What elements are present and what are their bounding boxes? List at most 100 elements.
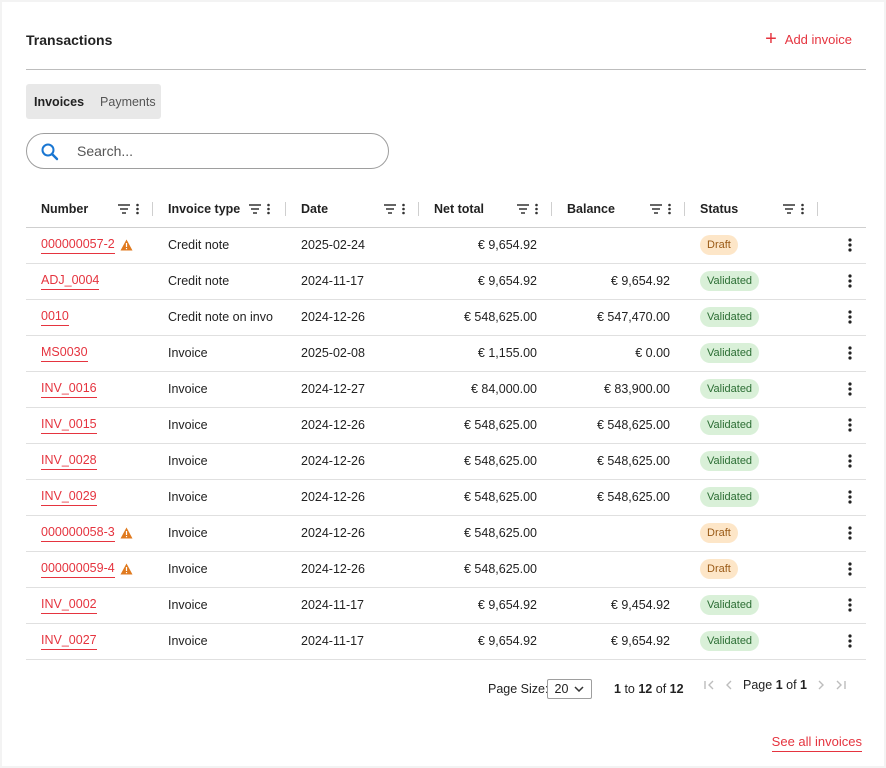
cell-net-total: € 548,625.00 [419,407,552,444]
col-header-date[interactable]: Date [286,191,419,228]
invoice-number-link[interactable]: INV_0028 [41,453,97,470]
search-input[interactable] [77,141,377,161]
cell-actions [818,551,866,588]
row-menu-icon[interactable] [847,418,852,432]
cell-net-total: € 9,654.92 [419,227,552,264]
tab-payments[interactable]: Payments [100,94,156,109]
cell-net-total: € 548,625.00 [419,515,552,552]
cell-date: 2024-12-26 [286,515,419,552]
invoice-number-link[interactable]: 000000057-2 [41,237,115,254]
col-header-balance[interactable]: Balance [552,191,685,228]
previous-page-icon[interactable] [725,680,733,690]
cell-balance [552,227,685,264]
cell-invoice-type: Invoice [153,479,286,516]
cell-date: 2024-12-26 [286,551,419,588]
see-all-invoices-link[interactable]: See all invoices [771,734,862,752]
table-row[interactable]: 000000058-3 Invoice 2024-12-26 € 548,625… [26,515,866,552]
search-box [26,133,389,169]
table-row[interactable]: 000000057-2 Credit note 2025-02-24 € 9,6… [26,227,866,264]
invoice-number-link[interactable]: INV_0016 [41,381,97,398]
status-badge: Draft [700,523,738,543]
row-menu-icon[interactable] [847,238,852,252]
row-menu-icon[interactable] [847,634,852,648]
row-menu-icon[interactable] [847,490,852,504]
status-badge: Draft [700,559,738,579]
cell-net-total: € 548,625.00 [419,443,552,480]
row-menu-icon[interactable] [847,562,852,576]
row-range-info: 1 to 12 of 12 [614,682,684,696]
column-menu-icon[interactable] [668,203,671,215]
table-row[interactable]: MS0030 Invoice 2025-02-08 € 1,155.00 € 0… [26,335,866,372]
column-menu-icon[interactable] [136,203,139,215]
invoice-number-link[interactable]: INV_0029 [41,489,97,506]
tab-invoices[interactable]: Invoices [34,94,85,109]
cell-balance [552,515,685,552]
row-menu-icon[interactable] [847,310,852,324]
cell-date: 2024-12-26 [286,443,419,480]
col-header-number[interactable]: Number [26,191,153,228]
cell-status: Validated [685,587,818,624]
next-page-icon[interactable] [817,680,825,690]
cell-status: Validated [685,371,818,408]
invoice-number-link[interactable]: INV_0015 [41,417,97,434]
table-row[interactable]: INV_0016 Invoice 2024-12-27 € 84,000.00 … [26,371,866,408]
search-icon [40,142,60,167]
column-menu-icon[interactable] [535,203,538,215]
page-size-select[interactable]: 20 [547,679,592,699]
table-row[interactable]: INV_0027 Invoice 2024-11-17 € 9,654.92 €… [26,623,866,660]
filter-icon[interactable] [650,204,662,214]
table-row[interactable]: INV_0015 Invoice 2024-12-26 € 548,625.00… [26,407,866,444]
filter-icon[interactable] [249,204,261,214]
invoice-number-link[interactable]: MS0030 [41,345,88,362]
filter-icon[interactable] [517,204,529,214]
cell-actions [818,335,866,372]
cell-actions [818,515,866,552]
table-row[interactable]: 0010 Credit note on invo 2024-12-26 € 54… [26,299,866,336]
invoice-number-link[interactable]: INV_0002 [41,597,97,614]
table-body: 000000057-2 Credit note 2025-02-24 € 9,6… [26,227,866,660]
table-row[interactable]: INV_0029 Invoice 2024-12-26 € 548,625.00… [26,479,866,516]
cell-number: 000000059-4 [26,551,153,588]
table-row[interactable]: INV_0002 Invoice 2024-11-17 € 9,654.92 €… [26,587,866,624]
table-row[interactable]: INV_0028 Invoice 2024-12-26 € 548,625.00… [26,443,866,480]
status-badge: Validated [700,595,760,615]
first-page-icon[interactable] [704,680,715,690]
cell-number: INV_0002 [26,587,153,624]
row-menu-icon[interactable] [847,598,852,612]
chevron-down-icon [574,686,584,692]
row-menu-icon[interactable] [847,454,852,468]
invoice-number-link[interactable]: 000000058-3 [41,525,115,542]
last-page-icon[interactable] [835,680,846,690]
invoice-number-link[interactable]: 0010 [41,309,69,326]
table-row[interactable]: ADJ_0004 Credit note 2024-11-17 € 9,654.… [26,263,866,300]
cell-balance: € 9,654.92 [552,623,685,660]
page-size-label: Page Size: [488,682,549,696]
cell-date: 2024-11-17 [286,623,419,660]
filter-icon[interactable] [118,204,130,214]
column-menu-icon[interactable] [801,203,804,215]
column-menu-icon[interactable] [267,203,270,215]
add-invoice-button[interactable]: + Add invoice [765,29,852,49]
col-header-status[interactable]: Status [685,191,818,228]
col-header-net-total[interactable]: Net total [419,191,552,228]
row-menu-icon[interactable] [847,274,852,288]
row-menu-icon[interactable] [847,346,852,360]
filter-icon[interactable] [783,204,795,214]
cell-status: Validated [685,623,818,660]
cell-number: INV_0028 [26,443,153,480]
row-menu-icon[interactable] [847,382,852,396]
column-menu-icon[interactable] [402,203,405,215]
cell-date: 2024-11-17 [286,263,419,300]
invoice-number-link[interactable]: 000000059-4 [41,561,115,578]
invoice-number-link[interactable]: INV_0027 [41,633,97,650]
filter-icon[interactable] [384,204,396,214]
invoice-number-link[interactable]: ADJ_0004 [41,273,100,290]
table-row[interactable]: 000000059-4 Invoice 2024-12-26 € 548,625… [26,551,866,588]
page-size-value: 20 [554,682,569,696]
row-menu-icon[interactable] [847,526,852,540]
status-badge: Validated [700,631,760,651]
col-header-invoice-type[interactable]: Invoice type [153,191,286,228]
cell-actions [818,407,866,444]
cell-net-total: € 548,625.00 [419,479,552,516]
